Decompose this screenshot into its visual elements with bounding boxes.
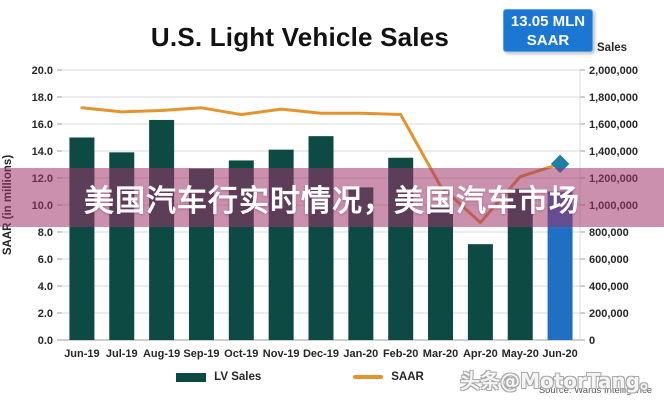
axis-tick-label: 2.0 — [38, 308, 53, 320]
headline-overlay-band: 美国汽车行实时情况，美国汽车市场 — [0, 168, 664, 227]
toutiao-watermark: 头条@MotorTang。 — [460, 369, 660, 393]
bar-Apr-20 — [467, 244, 493, 340]
axis-tick-label: 0.0 — [38, 335, 53, 347]
axis-tick-label: 0 — [589, 335, 595, 347]
saar-badge-unit: SAAR — [526, 31, 570, 49]
saar-swatch-icon — [353, 375, 384, 379]
x-axis-label: Sep-19 — [183, 348, 219, 360]
axis-tick-label: 18.0 — [32, 92, 53, 104]
legend-item-lv-sales: LV Sales — [176, 371, 261, 383]
axis-tick-label: 600,000 — [589, 254, 629, 266]
x-axis-label: Feb-20 — [383, 348, 418, 360]
x-axis-label: Jan-20 — [343, 348, 378, 360]
axis-tick-label: 800,000 — [589, 227, 629, 239]
axis-tick-label: 14.0 — [32, 146, 53, 158]
right-axis-title: Sales — [597, 42, 628, 54]
x-axis-label: May-20 — [502, 348, 539, 360]
source-attribution: Source: Wards Intelligence — [538, 385, 652, 396]
x-axis-label: Mar-20 — [423, 348, 458, 360]
bar-Dec-19 — [308, 136, 334, 340]
x-axis-label: Apr-20 — [463, 348, 498, 360]
bars-lv-sales — [69, 119, 573, 340]
legend-item-saar: SAAR — [353, 371, 424, 383]
bar-Aug-19 — [149, 119, 175, 340]
lv-sales-swatch-icon — [176, 372, 207, 382]
axis-tick-label: 6.0 — [38, 254, 53, 266]
x-axis-label: Dec-19 — [303, 348, 339, 360]
axis-tick-label: 16.0 — [32, 119, 53, 131]
axis-tick-label: 4.0 — [38, 281, 53, 293]
x-axis-label: Jun-20 — [542, 348, 577, 360]
legend-label-lv-sales: LV Sales — [214, 371, 262, 383]
axis-tick-label: 20.0 — [32, 65, 53, 77]
axis-tick-label: 1,400,000 — [589, 146, 638, 158]
x-axis-label: Oct-19 — [224, 348, 258, 360]
axis-tick-label: 1,800,000 — [589, 92, 638, 104]
x-axis-label: Nov-19 — [263, 348, 300, 360]
axis-tick-label: 1,600,000 — [589, 119, 638, 131]
headline-overlay-text: 美国汽车行实时情况，美国汽车市场 — [84, 183, 580, 219]
x-axis-label: Aug-19 — [143, 348, 180, 360]
axis-tick-label: 400,000 — [589, 281, 629, 293]
axis-tick-label: 2,000,000 — [589, 65, 638, 77]
x-axis-label: Jul-19 — [106, 348, 138, 360]
legend-label-saar: SAAR — [391, 371, 424, 383]
chart-legend: LV Sales SAAR — [0, 371, 600, 383]
axis-tick-label: 8.0 — [38, 227, 53, 239]
saar-badge-value: 13.05 MLN — [510, 12, 586, 30]
bar-Mar-20 — [428, 206, 454, 340]
x-axis-label: Jun-19 — [64, 348, 99, 360]
saar-value-badge: 13.05 MLN SAAR — [503, 9, 593, 52]
axis-tick-label: 200,000 — [589, 308, 629, 320]
chart-title: U.S. Light Vehicle Sales — [150, 22, 450, 52]
